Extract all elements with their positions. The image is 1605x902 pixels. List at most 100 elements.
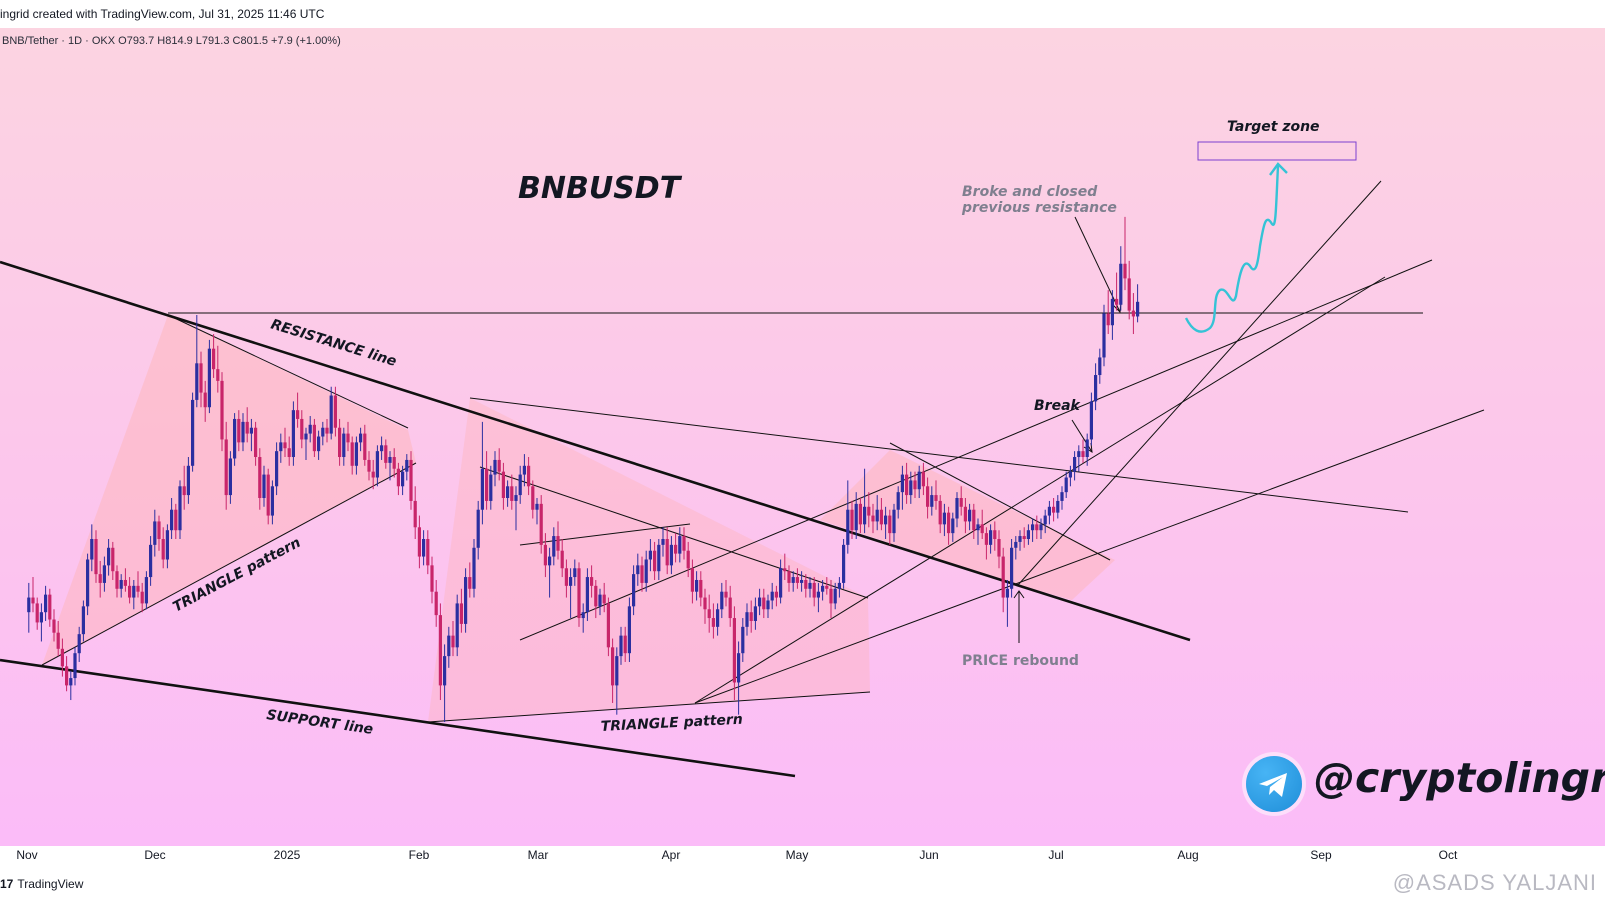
candle: [518, 474, 522, 496]
candle: [1010, 547, 1014, 589]
candle: [783, 568, 787, 572]
candle: [543, 544, 547, 566]
candle: [464, 577, 468, 624]
candle: [165, 530, 169, 560]
x-tick-label: Apr: [661, 848, 681, 862]
candle: [195, 363, 199, 400]
candle: [716, 609, 720, 627]
candle: [375, 451, 379, 478]
candle: [308, 424, 312, 434]
rising-line-3[interactable]: [694, 276, 1386, 704]
candle: [77, 634, 81, 654]
candle: [900, 474, 904, 493]
rising-line-2[interactable]: [694, 409, 1485, 704]
candle: [548, 556, 552, 566]
candle: [1026, 530, 1030, 539]
candle: [1106, 313, 1110, 326]
candle: [800, 579, 804, 583]
candle: [1039, 524, 1043, 531]
candle: [564, 568, 568, 586]
candle: [367, 459, 371, 472]
line-feb-top[interactable]: [469, 397, 1409, 513]
candle: [1031, 524, 1035, 531]
candle: [724, 591, 728, 598]
candle: [443, 656, 447, 686]
candle: [489, 474, 493, 501]
candle: [1056, 500, 1060, 513]
chart-area[interactable]: BNBUSDT Target zone Broke and closed pre…: [0, 28, 1605, 846]
support-line[interactable]: [0, 658, 796, 778]
candle: [291, 410, 295, 458]
candle: [275, 451, 279, 487]
candle: [48, 594, 52, 620]
candle: [527, 465, 531, 487]
candle: [405, 459, 409, 472]
candle: [598, 594, 602, 607]
candle: [417, 527, 421, 557]
x-tick-label: Mar: [527, 848, 549, 862]
candle: [905, 474, 909, 496]
candle: [1089, 401, 1093, 440]
triangle1-lower[interactable]: [41, 462, 417, 666]
candle: [472, 547, 476, 589]
candle: [350, 442, 354, 466]
candle: [1110, 298, 1114, 326]
projection-curve: [1184, 165, 1280, 333]
x-tick-label: Oct: [1438, 848, 1458, 862]
candle: [115, 571, 119, 589]
candle: [989, 530, 993, 545]
candle: [296, 410, 300, 419]
candle: [102, 565, 106, 583]
candle: [976, 524, 980, 531]
candle: [455, 603, 459, 648]
candle: [342, 433, 346, 458]
candle: [321, 427, 325, 437]
candle: [44, 594, 48, 613]
candle: [947, 512, 951, 534]
price-chart[interactable]: BNBUSDT Target zone Broke and closed pre…: [0, 28, 1605, 846]
candle: [69, 678, 73, 686]
candles: [27, 216, 1140, 722]
candle: [858, 503, 862, 525]
candle: [182, 486, 186, 496]
candle: [354, 442, 358, 466]
x-tick-label: Jun: [919, 848, 939, 862]
june-triangle-upper[interactable]: [889, 442, 1111, 561]
candle: [959, 498, 963, 507]
candle: [816, 591, 820, 598]
candle: [119, 579, 123, 589]
candle: [917, 471, 921, 490]
candle: [149, 544, 153, 578]
candle: [228, 458, 232, 496]
candle: [312, 424, 316, 452]
candle: [1131, 310, 1135, 317]
tradingview-logo[interactable]: 17 TradingView: [0, 877, 83, 891]
broke-arrow: [1074, 216, 1121, 313]
triangle1-upper[interactable]: [167, 314, 409, 429]
candle: [413, 500, 417, 528]
candle: [951, 518, 955, 534]
candle: [98, 574, 102, 583]
rising-line-4[interactable]: [1017, 180, 1382, 586]
candle: [233, 418, 237, 459]
triangle2-upper[interactable]: [479, 466, 869, 599]
candle: [569, 577, 573, 586]
candle: [359, 433, 363, 443]
candle: [636, 565, 640, 575]
candle: [602, 594, 606, 604]
candle: [90, 538, 94, 560]
candle: [245, 421, 249, 434]
x-tick-label: 2025: [273, 848, 301, 862]
target-zone-box[interactable]: [1197, 141, 1357, 161]
candle: [27, 597, 31, 613]
triangle2-lower[interactable]: [427, 691, 871, 723]
tv-logo-icon: 17: [0, 877, 14, 891]
candle: [552, 536, 556, 557]
small-line-apr[interactable]: [519, 523, 691, 546]
resistance-line[interactable]: [0, 260, 1191, 642]
candle: [401, 471, 405, 487]
rising-line-1[interactable]: [519, 259, 1433, 641]
candle: [266, 474, 270, 516]
candle: [984, 533, 988, 545]
candle: [825, 585, 829, 589]
